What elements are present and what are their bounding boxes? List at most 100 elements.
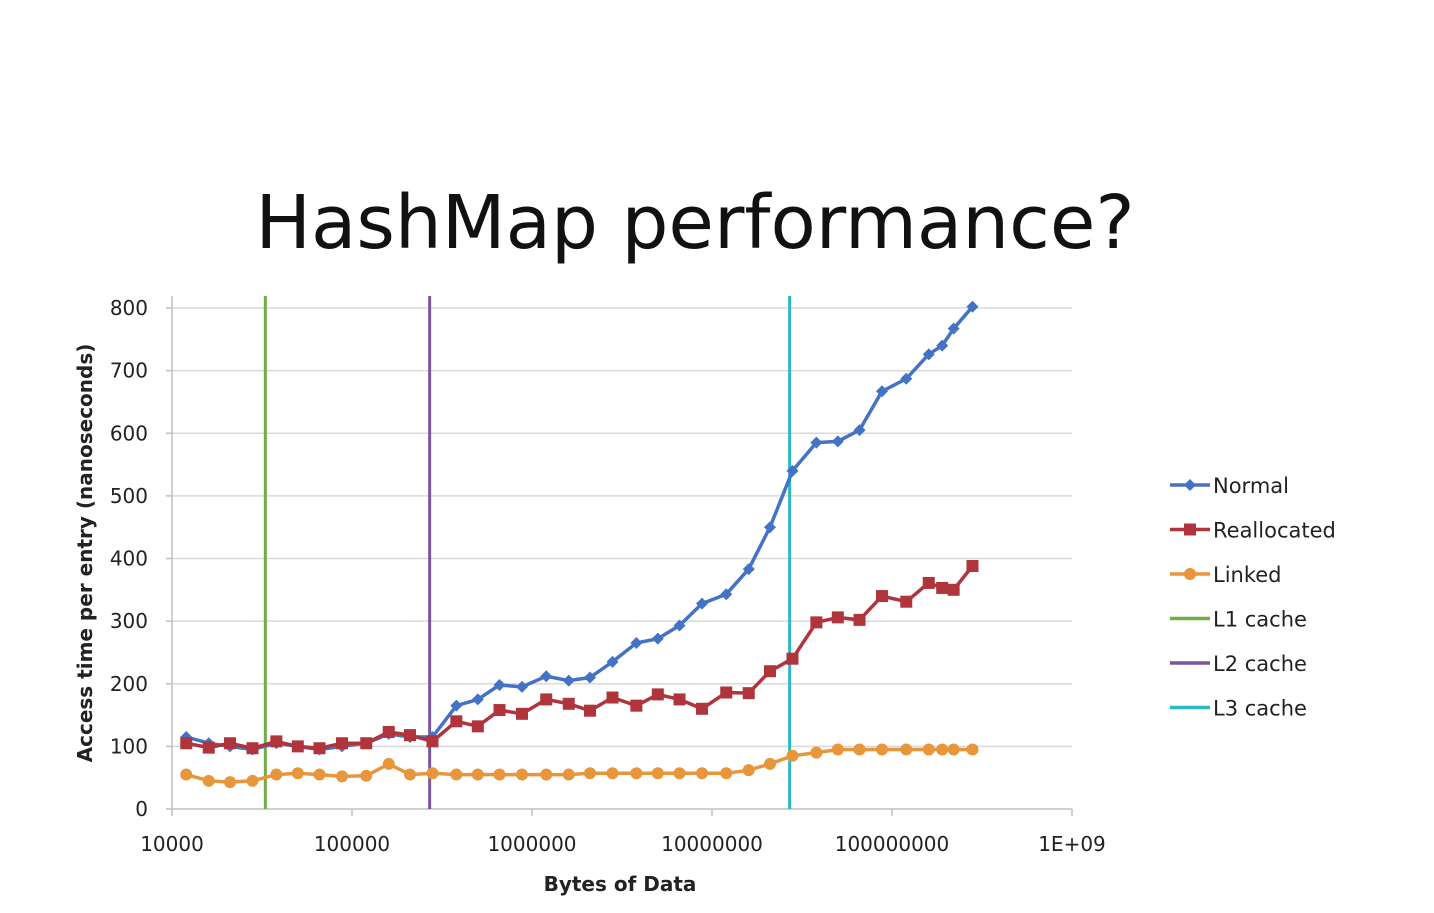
normal-point bbox=[853, 424, 866, 437]
linked-point bbox=[360, 769, 373, 782]
reallocated-point bbox=[246, 742, 259, 755]
legend-item-linked: Linked bbox=[1170, 563, 1282, 587]
linked-point bbox=[763, 757, 776, 770]
reallocated-point bbox=[562, 697, 575, 710]
legend-item-l1-cache: L1 cache bbox=[1170, 608, 1307, 632]
normal-point bbox=[900, 372, 913, 385]
reallocated-point bbox=[606, 691, 619, 704]
reallocated-point bbox=[720, 686, 733, 699]
linked-point bbox=[810, 746, 823, 759]
linked-point bbox=[853, 743, 866, 756]
normal-point bbox=[966, 300, 979, 313]
y-tick-label: 100 bbox=[110, 734, 148, 758]
linked-point bbox=[493, 768, 506, 781]
linked-point bbox=[947, 743, 960, 756]
normal-point bbox=[450, 699, 463, 712]
normal-point bbox=[471, 693, 484, 706]
slide-title: HashMap performance? bbox=[255, 180, 1135, 266]
x-axis-title: Bytes of Data bbox=[544, 872, 697, 896]
linked-point bbox=[583, 767, 596, 780]
linked-point bbox=[313, 768, 326, 781]
normal-point bbox=[947, 322, 960, 335]
legend-label: Normal bbox=[1213, 474, 1289, 498]
y-tick-label: 800 bbox=[110, 296, 148, 320]
linked-point bbox=[966, 743, 979, 756]
reallocated-point bbox=[763, 665, 776, 678]
series-normal bbox=[180, 300, 979, 756]
legend-item-normal: Normal bbox=[1170, 474, 1289, 498]
normal-point bbox=[786, 464, 799, 477]
reallocated-point bbox=[270, 735, 283, 748]
normal-point bbox=[583, 671, 596, 684]
y-tick-label: 700 bbox=[110, 359, 148, 383]
normal-point bbox=[922, 348, 935, 361]
x-tick-label: 10000000 bbox=[661, 832, 763, 856]
y-tick-label: 500 bbox=[110, 484, 148, 508]
normal-point bbox=[720, 588, 733, 601]
reallocated-point bbox=[810, 616, 823, 629]
linked-point bbox=[922, 743, 935, 756]
normal-point bbox=[516, 680, 529, 693]
reallocated-point bbox=[426, 735, 439, 748]
reallocated-point bbox=[450, 715, 463, 728]
reallocated-point bbox=[180, 737, 193, 750]
linked-point bbox=[742, 764, 755, 777]
linked-point bbox=[673, 767, 686, 780]
reallocated-point bbox=[966, 560, 979, 573]
linked-point bbox=[720, 767, 733, 780]
reallocated-point bbox=[922, 576, 935, 589]
reallocated-point bbox=[786, 652, 799, 665]
legend-item-l3-cache: L3 cache bbox=[1170, 697, 1307, 721]
cache-markers bbox=[263, 296, 792, 809]
reallocated-point bbox=[673, 693, 686, 706]
normal-point bbox=[606, 655, 619, 668]
linked-point bbox=[936, 743, 949, 756]
linked-point bbox=[696, 767, 709, 780]
linked-point bbox=[831, 743, 844, 756]
reallocated-point bbox=[516, 707, 529, 720]
series-reallocated bbox=[180, 560, 979, 755]
reallocated-point bbox=[630, 699, 643, 712]
linked-point bbox=[180, 768, 193, 781]
reallocated-point bbox=[202, 741, 215, 754]
linked-point bbox=[651, 767, 664, 780]
normal-point bbox=[630, 637, 643, 650]
linked-point bbox=[630, 767, 643, 780]
normal-point bbox=[831, 435, 844, 448]
linked-point bbox=[403, 768, 416, 781]
linked-line bbox=[185, 747, 973, 784]
linked-point bbox=[223, 776, 236, 789]
y-tick-label: 400 bbox=[110, 547, 148, 571]
linked-point bbox=[291, 767, 304, 780]
normal-point bbox=[540, 670, 553, 683]
legend: Normal Reallocated Linked L1 cache L2 cache L… bbox=[1170, 474, 1336, 721]
reallocated-point bbox=[493, 704, 506, 717]
legend-label: L1 cache bbox=[1213, 608, 1307, 632]
y-tick-label: 0 bbox=[135, 797, 148, 821]
linked-point bbox=[606, 767, 619, 780]
reallocated-point bbox=[853, 613, 866, 626]
reallocated-point bbox=[900, 595, 913, 608]
x-tick-label: 1000000 bbox=[487, 832, 576, 856]
linked-point bbox=[516, 768, 529, 781]
reallocated-point bbox=[360, 737, 373, 750]
reallocated-point bbox=[696, 702, 709, 715]
reallocated-point bbox=[336, 737, 349, 750]
x-tick-label: 1E+09 bbox=[1038, 832, 1106, 856]
y-axis-title: Access time per entry (nanoseconds) bbox=[73, 344, 97, 763]
reallocated-point bbox=[223, 737, 236, 750]
reallocated-line bbox=[185, 564, 974, 751]
x-tick-label: 100000 bbox=[314, 832, 390, 856]
legend-item-l2-cache: L2 cache bbox=[1170, 652, 1307, 676]
reallocated-point bbox=[313, 742, 326, 755]
linked-point bbox=[876, 743, 889, 756]
legend-marker bbox=[1184, 479, 1196, 491]
x-tick-label: 10000 bbox=[140, 832, 204, 856]
gridlines bbox=[172, 307, 1072, 748]
linked-point bbox=[202, 774, 215, 787]
legend-label: L2 cache bbox=[1213, 652, 1307, 676]
legend-item-reallocated: Reallocated bbox=[1170, 519, 1336, 543]
axes bbox=[166, 296, 1073, 816]
y-tick-label: 300 bbox=[110, 609, 148, 633]
